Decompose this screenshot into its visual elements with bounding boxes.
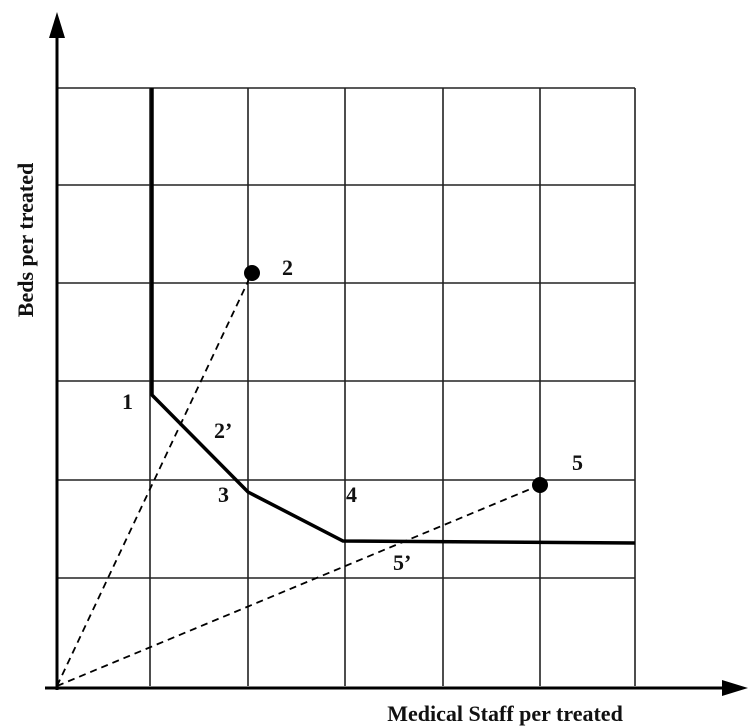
point-label: 2’ — [214, 418, 232, 443]
grid — [57, 87, 636, 686]
rays — [56, 272, 541, 687]
point-label: 1 — [122, 389, 133, 414]
point-label: 4 — [346, 482, 357, 507]
frontier — [150, 88, 636, 545]
point-label: 5’ — [393, 550, 411, 575]
point-label: 2 — [282, 255, 293, 280]
point-label: 5 — [572, 450, 583, 475]
x-axis-label: Medical Staff per treated — [387, 701, 623, 726]
y-axis-label: Beds per treated — [13, 163, 38, 317]
point-dot — [532, 477, 548, 493]
point-dot — [244, 265, 260, 281]
axes — [45, 12, 748, 696]
point-label: 3 — [218, 482, 229, 507]
